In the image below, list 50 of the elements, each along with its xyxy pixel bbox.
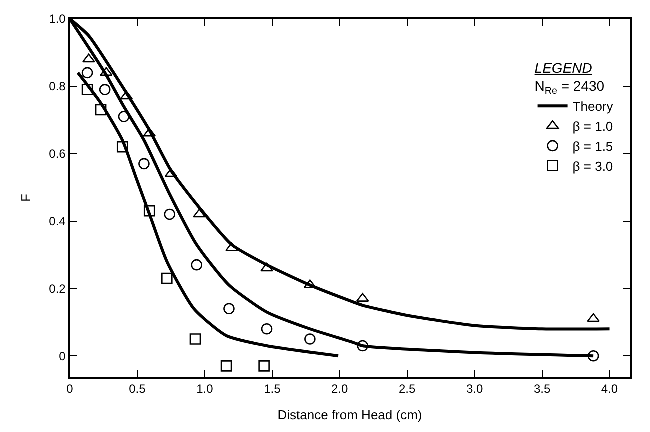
y-tick-label: 0.8 bbox=[49, 80, 66, 94]
point bbox=[100, 67, 113, 76]
point bbox=[193, 208, 206, 218]
x-tick-label: 3.5 bbox=[534, 382, 551, 396]
point bbox=[164, 168, 178, 178]
point bbox=[162, 272, 173, 284]
y-tick-label: 1.0 bbox=[49, 12, 66, 26]
point bbox=[224, 303, 235, 315]
point bbox=[118, 111, 130, 122]
y-tick-label: 0.6 bbox=[49, 147, 66, 162]
point bbox=[220, 360, 232, 372]
legend-label: β = 3.0 bbox=[572, 158, 614, 174]
point bbox=[260, 262, 274, 272]
line-series bbox=[76, 71, 340, 358]
point bbox=[143, 128, 156, 137]
point bbox=[82, 67, 94, 79]
point bbox=[304, 334, 316, 345]
point bbox=[190, 334, 202, 345]
point bbox=[82, 54, 96, 63]
point bbox=[120, 90, 134, 100]
point bbox=[95, 104, 107, 116]
x-tick-label: 1.5 bbox=[264, 382, 282, 396]
y-tick-label: 0 bbox=[59, 349, 66, 364]
point bbox=[82, 84, 94, 96]
y-tick-label: 0.4 bbox=[49, 214, 66, 228]
point bbox=[588, 350, 600, 362]
y-tick-label: 0.2 bbox=[49, 282, 66, 296]
point bbox=[191, 259, 202, 271]
legend-label: Theory bbox=[572, 99, 614, 114]
legend-label: β = 1.5 bbox=[572, 139, 614, 154]
x-tick-label: 2.5 bbox=[399, 382, 416, 396]
point bbox=[144, 206, 156, 217]
legend-title: LEGEND bbox=[534, 60, 592, 76]
point bbox=[99, 84, 111, 96]
x-tick-label: 4.0 bbox=[601, 382, 618, 396]
x-tick-label: 3.0 bbox=[466, 382, 484, 396]
point bbox=[258, 360, 270, 372]
y-axis-title: F bbox=[18, 194, 34, 202]
x-tick-label: 0.5 bbox=[129, 382, 146, 396]
point bbox=[587, 313, 600, 322]
point bbox=[357, 340, 368, 352]
point bbox=[261, 323, 273, 335]
point bbox=[116, 141, 128, 153]
point bbox=[138, 158, 150, 170]
x-tick-label: 2.0 bbox=[332, 382, 349, 396]
annotation: N$_{Re}$ = 2430 bbox=[534, 78, 605, 98]
point bbox=[164, 208, 176, 220]
x-tick-label: 1.0 bbox=[196, 382, 214, 396]
legend-label: β = 1.0 bbox=[572, 119, 614, 134]
x-axis-title: Distance from Head (cm) bbox=[278, 407, 422, 422]
